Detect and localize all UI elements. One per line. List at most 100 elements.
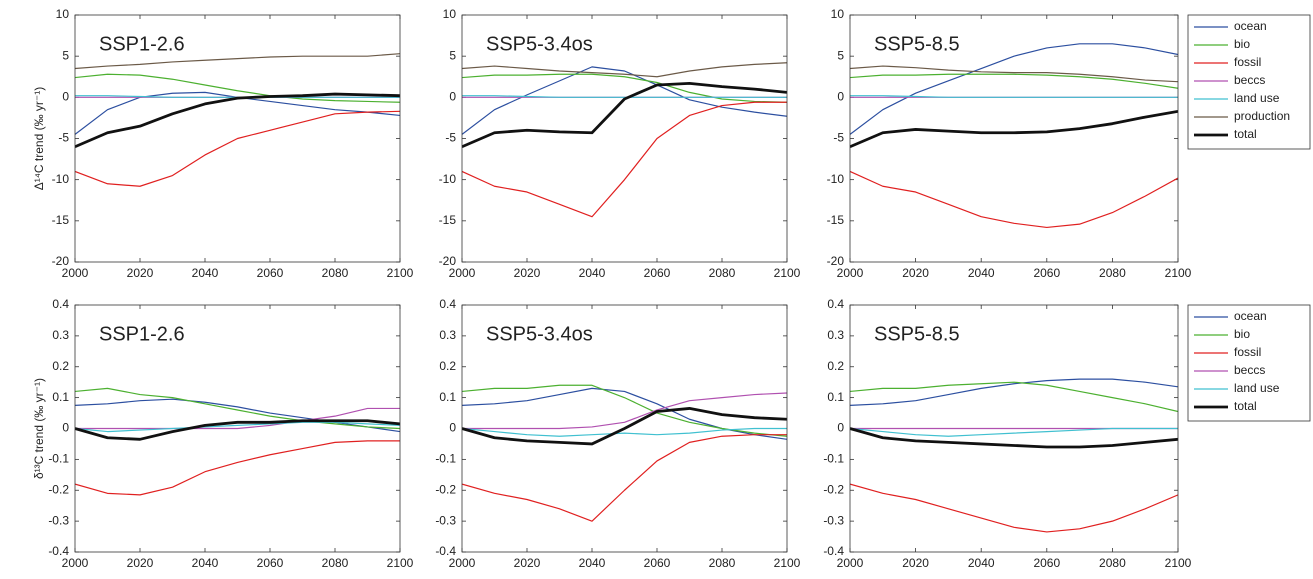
legend-label: bio bbox=[1234, 327, 1250, 341]
y-tick-label: 0 bbox=[837, 421, 844, 435]
plot-area bbox=[462, 62, 787, 218]
series-line bbox=[75, 440, 400, 496]
y-tick-label: -0.4 bbox=[435, 544, 456, 558]
series-line bbox=[462, 95, 787, 98]
series-line bbox=[75, 387, 400, 430]
y-tick-label: 0 bbox=[837, 90, 844, 104]
legend-box bbox=[1187, 14, 1311, 150]
y-tick-label: -20 bbox=[827, 254, 845, 268]
x-tick-label: 2080 bbox=[709, 266, 736, 280]
x-tick-label: 2040 bbox=[579, 556, 606, 570]
x-tick-label: 2100 bbox=[774, 556, 801, 570]
series-line bbox=[850, 65, 1178, 83]
series-line bbox=[75, 407, 400, 430]
series-line bbox=[850, 483, 1178, 533]
series-line bbox=[850, 427, 1178, 449]
x-tick-label: 2040 bbox=[968, 556, 995, 570]
y-tick-label: 0.1 bbox=[827, 390, 844, 404]
series-line bbox=[462, 407, 787, 446]
series-line bbox=[850, 378, 1178, 406]
series-line bbox=[75, 419, 400, 441]
y-tick-label: -0.2 bbox=[48, 482, 69, 496]
legend-label: bio bbox=[1234, 37, 1250, 51]
plot-area bbox=[75, 387, 400, 496]
series-line bbox=[462, 73, 787, 103]
series-line bbox=[850, 170, 1178, 229]
panel-title: SSP1-2.6 bbox=[99, 323, 185, 345]
x-tick-label: 2080 bbox=[1099, 556, 1126, 570]
panel: -20 -15 -10 -5 0 5 10 2000 2020 2040 2060 2080 2100 S… bbox=[439, 7, 801, 280]
y-tick-label: 0.3 bbox=[52, 328, 69, 342]
y-tick-label: -0.1 bbox=[823, 452, 844, 466]
y-axis-label: Δ¹⁴C trend (‰ yr⁻¹) bbox=[32, 87, 46, 191]
series-line bbox=[75, 421, 400, 433]
y-tick-label: -0.2 bbox=[435, 482, 456, 496]
y-tick-label: 5 bbox=[837, 48, 844, 62]
panel: -0.4 -0.3 -0.2 -0.1 0 0.1 0.2 0.3 0.4 2000 2020 204… bbox=[823, 297, 1311, 570]
y-tick-label: 0 bbox=[449, 90, 456, 104]
legend-label: production bbox=[1234, 109, 1290, 123]
legend-label: land use bbox=[1234, 381, 1280, 395]
y-tick-label: 0 bbox=[62, 90, 69, 104]
y-tick-label: 0 bbox=[62, 421, 69, 435]
plot-area bbox=[850, 43, 1178, 229]
x-tick-label: 2040 bbox=[968, 266, 995, 280]
plot-area bbox=[75, 53, 400, 187]
panel-title: SSP5-3.4os bbox=[486, 33, 593, 55]
panel-title: SSP5-3.4os bbox=[486, 323, 593, 345]
y-tick-label: -20 bbox=[52, 254, 70, 268]
x-tick-label: 2000 bbox=[449, 556, 476, 570]
x-tick-label: 2080 bbox=[322, 266, 349, 280]
x-tick-label: 2100 bbox=[387, 556, 414, 570]
x-tick-label: 2060 bbox=[644, 266, 671, 280]
series-line bbox=[462, 62, 787, 78]
series-line bbox=[462, 81, 787, 149]
y-tick-label: -20 bbox=[439, 254, 457, 268]
axes-frame bbox=[461, 14, 788, 263]
x-tick-label: 2060 bbox=[1033, 266, 1060, 280]
y-tick-label: 0.4 bbox=[827, 297, 844, 311]
panel-title: SSP1-2.6 bbox=[99, 33, 185, 55]
y-tick-label: 0.3 bbox=[439, 328, 456, 342]
panel-title: SSP5-8.5 bbox=[874, 33, 960, 55]
y-tick-label: -0.2 bbox=[823, 482, 844, 496]
legend-label: fossil bbox=[1234, 345, 1261, 359]
series-line bbox=[462, 427, 787, 437]
x-tick-label: 2100 bbox=[387, 266, 414, 280]
x-tick-label: 2020 bbox=[127, 266, 154, 280]
y-tick-label: -0.3 bbox=[48, 513, 69, 527]
y-tick-label: -0.4 bbox=[48, 544, 69, 558]
y-tick-label: 0 bbox=[449, 421, 456, 435]
series-line bbox=[462, 66, 787, 135]
series-line bbox=[850, 109, 1178, 149]
y-tick-label: -10 bbox=[827, 172, 845, 186]
x-tick-label: 2100 bbox=[1165, 266, 1192, 280]
x-tick-label: 2080 bbox=[709, 556, 736, 570]
series-line bbox=[850, 381, 1178, 413]
series-line bbox=[75, 53, 400, 70]
series-line bbox=[850, 95, 1178, 98]
y-tick-label: 0.3 bbox=[827, 328, 844, 342]
y-tick-label: -5 bbox=[445, 131, 456, 145]
y-tick-label: -0.3 bbox=[435, 513, 456, 527]
y-tick-label: 5 bbox=[62, 48, 69, 62]
y-tick-label: -0.1 bbox=[48, 452, 69, 466]
plot-area bbox=[462, 384, 787, 522]
y-tick-label: -15 bbox=[827, 213, 845, 227]
y-tick-label: -5 bbox=[58, 131, 69, 145]
series-line bbox=[462, 434, 787, 522]
legend-label: ocean bbox=[1234, 19, 1267, 33]
panel: -0.4 -0.3 -0.2 -0.1 0 0.1 0.2 0.3 0.4 2000 2020 204… bbox=[435, 297, 800, 570]
series-line bbox=[75, 92, 400, 149]
x-tick-label: 2000 bbox=[449, 266, 476, 280]
series-line bbox=[462, 392, 787, 430]
series-line bbox=[75, 110, 400, 187]
axes-frame bbox=[849, 14, 1179, 263]
panel-title: SSP5-8.5 bbox=[874, 323, 960, 345]
x-tick-label: 2080 bbox=[1099, 266, 1126, 280]
y-tick-label: -15 bbox=[52, 213, 70, 227]
panel: -20 -15 -10 -5 0 5 10 2000 2020 2040 2060 2080 2100 S… bbox=[827, 7, 1311, 280]
y-tick-label: 0.2 bbox=[439, 359, 456, 373]
x-tick-label: 2020 bbox=[902, 556, 929, 570]
